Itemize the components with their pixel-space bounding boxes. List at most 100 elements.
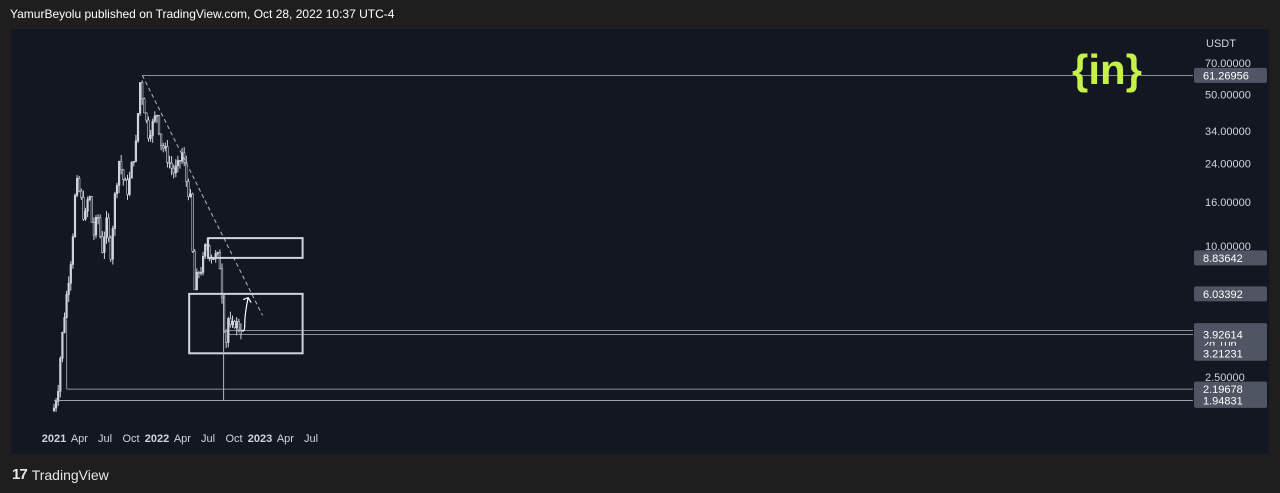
- y-tick-label: 70.00000: [1205, 58, 1251, 70]
- candle-body: [147, 119, 150, 139]
- candle-body: [195, 271, 198, 291]
- price-label-box: [1194, 326, 1267, 342]
- candle-body: [141, 82, 144, 100]
- y-tick-label: 50.00000: [1205, 90, 1251, 102]
- candle-body: [124, 179, 127, 181]
- candle-body: [157, 115, 161, 135]
- price-label-box: [1194, 381, 1267, 397]
- candle-body: [105, 217, 108, 238]
- price-label-box: [1194, 392, 1267, 408]
- candle-body: [73, 195, 77, 237]
- candle-body: [92, 221, 95, 236]
- candle-body: [130, 162, 133, 179]
- x-tick-label: Oct: [225, 433, 242, 445]
- x-tick-label: Jul: [304, 433, 318, 445]
- candle-body: [88, 196, 91, 200]
- candle-body: [231, 321, 234, 326]
- candle-body: [107, 217, 110, 239]
- candle-body: [191, 193, 194, 252]
- candle-body: [178, 160, 182, 162]
- candle-body: [84, 210, 87, 220]
- publish-info: YamurBeyolu published on TradingView.com…: [10, 7, 395, 21]
- projection-arrow: [241, 297, 249, 332]
- candle-body: [160, 133, 163, 146]
- candle-body: [202, 255, 205, 273]
- candle-body: [193, 251, 196, 291]
- price-label-value: 8.83642: [1203, 253, 1243, 265]
- candle-body: [65, 294, 68, 318]
- price-label-value: 6.03392: [1203, 289, 1243, 301]
- candle-body: [128, 177, 131, 195]
- price-chart[interactable]: 2021 Apr Jul Oct 2022 Apr Jul Oct 2023 Apr Jul 70.…: [11, 29, 1269, 454]
- candle-body: [86, 199, 89, 212]
- candle-body: [120, 161, 123, 171]
- chart-panel[interactable]: 2021 Apr Jul Oct 2022 Apr Jul Oct 2023 Apr Jul 70.…: [11, 29, 1269, 454]
- candle-body: [67, 282, 70, 295]
- candle-body: [170, 162, 173, 169]
- candle-body: [90, 196, 93, 223]
- candle-body: [145, 112, 148, 121]
- candle-body: [136, 113, 140, 142]
- candle-body: [197, 271, 201, 274]
- candle-body: [97, 217, 100, 219]
- price-label-box: [1194, 250, 1267, 266]
- x-tick-label: Oct: [122, 433, 139, 445]
- candle-body: [99, 217, 102, 237]
- support-box: [188, 292, 304, 355]
- y-tick-label: 34.00000: [1205, 126, 1251, 138]
- candle-body: [78, 178, 81, 192]
- x-tick-label: Apr: [174, 433, 191, 445]
- x-tick-label: 2021: [42, 433, 66, 445]
- candle-body: [189, 193, 192, 197]
- candle-body: [52, 407, 56, 412]
- x-tick-label: Apr: [277, 433, 294, 445]
- candle-body: [143, 98, 146, 114]
- trendline-dashed: [141, 75, 263, 316]
- candle-body: [235, 321, 238, 329]
- candle-body: [134, 140, 137, 162]
- x-tick-label: Jul: [98, 433, 112, 445]
- x-tick-label: Apr: [71, 433, 88, 445]
- drawings: [54, 74, 1193, 401]
- x-axis-ticks: 2021 Apr Jul Oct 2022 Apr Jul Oct 2023 Apr Jul: [42, 433, 318, 445]
- candle-body: [185, 161, 188, 182]
- price-label-box: [1194, 286, 1267, 302]
- candle-body: [94, 217, 98, 236]
- candle-body: [233, 321, 236, 329]
- candle-body: [155, 115, 159, 117]
- candle-body: [218, 252, 222, 270]
- candle-body: [76, 178, 79, 196]
- candle-body: [174, 165, 177, 174]
- candle-body: [164, 146, 167, 149]
- price-label-value: 3.21231: [1203, 348, 1243, 360]
- candle-body: [122, 169, 125, 180]
- watermark-logo: {in}: [1072, 46, 1142, 93]
- candle-body: [69, 264, 72, 284]
- y-tick-label: 16.00000: [1205, 197, 1251, 209]
- candle-body: [220, 268, 224, 298]
- candle-body: [166, 146, 169, 163]
- candle-body: [109, 237, 112, 260]
- candle-body: [139, 82, 142, 114]
- price-label-box: [1194, 67, 1267, 83]
- y-tick-label: 2.50000: [1205, 372, 1245, 384]
- candle-body: [111, 228, 114, 260]
- candle-body: [187, 180, 190, 197]
- candle-body: [216, 252, 219, 254]
- currency-label: USDT: [1206, 38, 1236, 50]
- candle-body: [82, 197, 85, 220]
- price-label-value: 1.94831: [1203, 395, 1243, 407]
- arrow-head-icon: [242, 296, 252, 303]
- candlestick-series: [52, 80, 243, 412]
- candle-body: [162, 145, 165, 149]
- price-label-value: 3.92614: [1203, 329, 1243, 341]
- candle-body: [101, 236, 104, 253]
- candle-body: [118, 161, 121, 186]
- tradingview-logo-icon: 17: [12, 466, 28, 483]
- candle-body: [115, 185, 119, 195]
- x-tick-label: 2023: [248, 433, 272, 445]
- candle-body: [172, 167, 175, 174]
- footer: 17 TradingView: [12, 466, 109, 483]
- candle-body: [103, 236, 106, 253]
- candle-body: [225, 330, 228, 343]
